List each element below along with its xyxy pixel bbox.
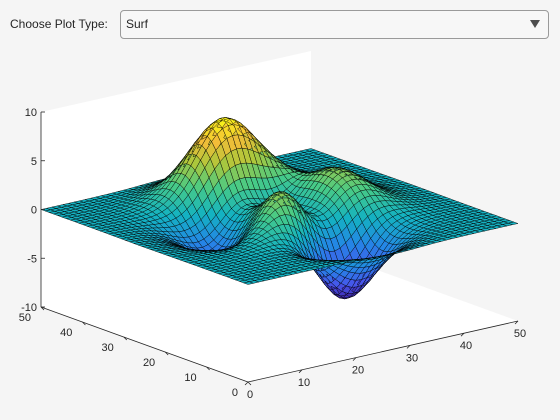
z-tick-label: 0 (31, 205, 37, 217)
x-tick-mark (514, 320, 519, 325)
y-tick-mark (82, 321, 86, 326)
z-tick-label: -5 (27, 253, 37, 265)
chevron-down-icon (530, 20, 540, 28)
x-tick-label: 0 (247, 389, 253, 401)
y-tick-mark (206, 366, 210, 371)
y-tick-mark (247, 381, 252, 386)
x-tick-label: 50 (514, 328, 526, 340)
y-tick-label: 10 (184, 372, 196, 384)
x-axis-line (247, 320, 519, 383)
z-tick-label: 5 (31, 156, 37, 168)
z-tick-label: -10 (21, 302, 37, 314)
x-tick-mark (244, 381, 249, 386)
x-tick-mark (406, 345, 411, 349)
surface-patch (507, 221, 519, 225)
y-tick-mark (40, 306, 45, 311)
plot-type-selected-value: Surf (126, 17, 149, 31)
x-tick-label: 10 (298, 377, 310, 389)
y-tick-label: 30 (102, 342, 114, 354)
surface-mesh (40, 117, 519, 300)
y-tick-label: 50 (19, 312, 31, 324)
x-tick-mark (460, 332, 465, 337)
y-tick-mark (164, 351, 169, 356)
z-tick-label: 10 (25, 107, 37, 119)
plot-type-label: Choose Plot Type: (10, 17, 108, 31)
plot-type-dropdown[interactable]: Surf (120, 10, 549, 39)
y-tick-label: 20 (143, 357, 155, 369)
x-tick-mark (298, 369, 303, 374)
x-tick-mark (352, 357, 357, 361)
y-tick-label: 0 (232, 387, 238, 399)
x-tick-label: 20 (352, 365, 364, 377)
toolbar: Choose Plot Type: Surf (0, 0, 560, 50)
y-axis-line (40, 306, 249, 383)
y-tick-mark (123, 336, 128, 341)
x-tick-label: 40 (460, 340, 472, 352)
y-tick-label: 40 (60, 327, 72, 339)
x-tick-label: 30 (406, 352, 418, 364)
